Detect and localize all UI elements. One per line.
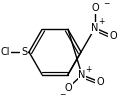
- Text: −: −: [103, 0, 109, 8]
- Text: S: S: [21, 47, 27, 57]
- Text: O: O: [64, 83, 72, 93]
- Text: Cl: Cl: [0, 47, 10, 57]
- Text: +: +: [98, 17, 104, 26]
- Text: O: O: [91, 3, 99, 13]
- Text: N: N: [78, 70, 86, 80]
- Text: N: N: [91, 23, 99, 33]
- Text: −: −: [59, 90, 65, 99]
- Text: O: O: [96, 77, 104, 87]
- Text: O: O: [109, 31, 117, 41]
- Text: +: +: [85, 65, 91, 74]
